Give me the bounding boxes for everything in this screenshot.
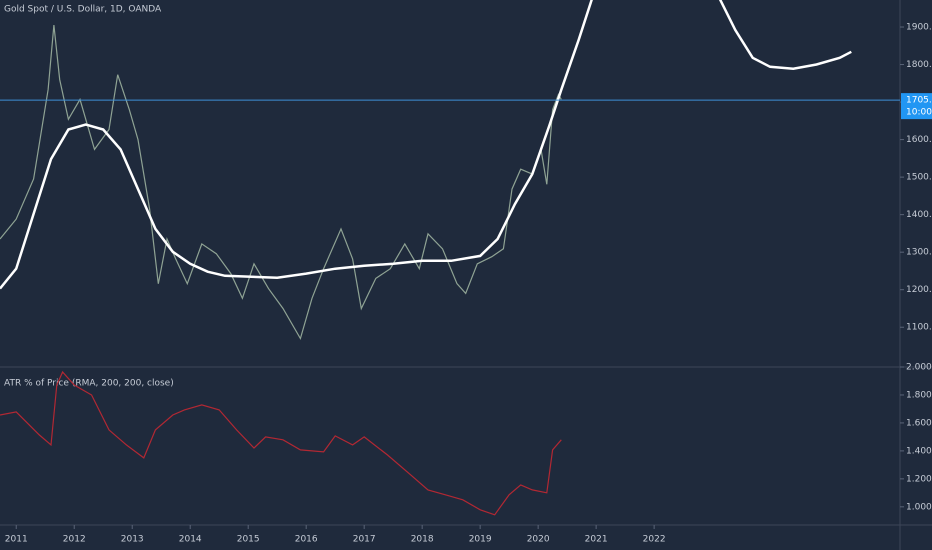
x-tick-label: 2019 bbox=[469, 535, 492, 545]
x-tick-label: 2014 bbox=[179, 535, 202, 545]
pane bbox=[0, 0, 852, 341]
y-tick-label: 1.000 bbox=[906, 502, 932, 512]
x-tick-label: 2015 bbox=[237, 535, 260, 545]
x-tick-label: 2016 bbox=[295, 535, 318, 545]
y-tick-label: 1.800 bbox=[906, 390, 932, 400]
y-tick-label: 1300.000 bbox=[906, 248, 932, 258]
x-tick-label: 2017 bbox=[353, 535, 376, 545]
y-tick-label: 1.200 bbox=[906, 474, 932, 484]
y-tick-label: 1800.000 bbox=[906, 60, 932, 70]
y-tick-label: 2.000 bbox=[906, 363, 932, 373]
series-line bbox=[0, 25, 562, 341]
x-tick-label: 2018 bbox=[411, 535, 434, 545]
last-price-box bbox=[901, 93, 932, 120]
series-line bbox=[0, 370, 562, 516]
y-tick-label: 1200.000 bbox=[906, 285, 932, 295]
y-tick-label: 1500.000 bbox=[906, 173, 932, 183]
x-tick-label: 2020 bbox=[527, 535, 550, 545]
y-tick-label: 1100.000 bbox=[906, 323, 932, 333]
last-price-label: 1705.187 bbox=[906, 96, 932, 106]
x-tick-label: 2012 bbox=[63, 535, 86, 545]
series-line bbox=[0, 0, 593, 290]
x-tick-label: 2021 bbox=[585, 535, 608, 545]
pane-title: ATR % of Price (RMA, 200, 200, close) bbox=[4, 379, 174, 389]
y-tick-label: 1.400 bbox=[906, 446, 932, 456]
x-tick-label: 2011 bbox=[5, 535, 28, 545]
y-tick-label: 1400.000 bbox=[906, 210, 932, 220]
x-tick-label: 2013 bbox=[121, 535, 144, 545]
y-tick-label: 1900.000 bbox=[906, 23, 932, 33]
pane bbox=[0, 370, 562, 516]
y-tick-label: 1.600 bbox=[906, 418, 932, 428]
pane-title: Gold Spot / U.S. Dollar, 1D, OANDA bbox=[4, 5, 162, 15]
series-line bbox=[718, 0, 852, 70]
y-tick-label: 1600.000 bbox=[906, 135, 932, 145]
countdown-label: 10:00:18 bbox=[906, 108, 932, 118]
x-tick-label: 2022 bbox=[643, 535, 666, 545]
